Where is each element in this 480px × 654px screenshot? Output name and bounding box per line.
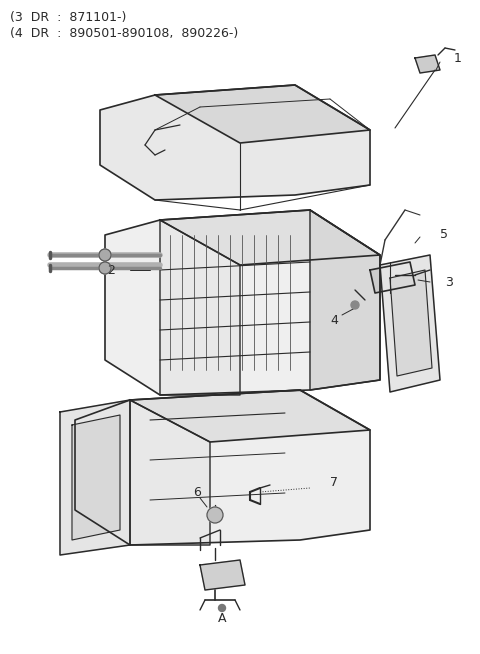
Circle shape [99,249,111,261]
Text: 6: 6 [193,487,201,500]
Circle shape [218,604,226,611]
Polygon shape [160,210,380,265]
Circle shape [99,262,111,274]
Polygon shape [200,560,245,590]
Text: 4: 4 [330,313,338,326]
Polygon shape [380,255,440,392]
Polygon shape [310,210,380,390]
Polygon shape [160,220,240,395]
Polygon shape [415,55,440,73]
Circle shape [351,301,359,309]
Polygon shape [105,210,380,395]
Text: 3: 3 [445,275,453,288]
Text: 5: 5 [440,228,448,241]
Polygon shape [390,270,432,376]
Polygon shape [155,85,370,143]
Polygon shape [100,85,370,200]
Text: A: A [218,611,226,625]
Polygon shape [370,262,415,293]
Text: 2: 2 [107,264,115,277]
Circle shape [207,507,223,523]
Text: (3  DR  :  871101-): (3 DR : 871101-) [10,12,126,24]
Polygon shape [130,390,370,442]
Polygon shape [75,390,370,545]
Text: 7: 7 [330,477,338,489]
Text: 1: 1 [454,52,462,65]
Text: (4  DR  :  890501-890108,  890226-): (4 DR : 890501-890108, 890226-) [10,27,238,41]
Polygon shape [72,415,120,540]
Polygon shape [130,400,210,545]
Polygon shape [60,400,130,555]
